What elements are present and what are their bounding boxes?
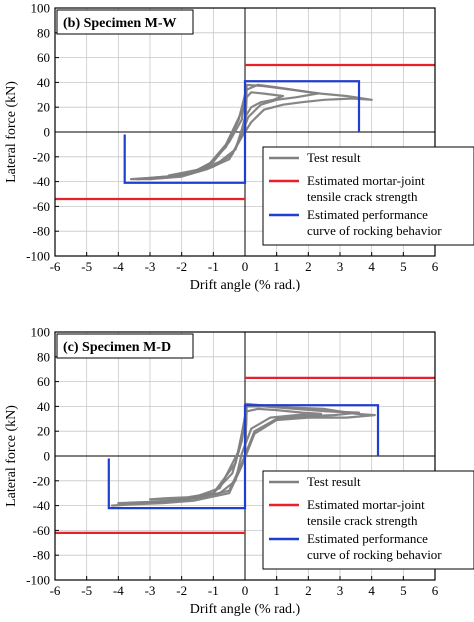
y-tick-label: 60 [37,50,50,65]
x-tick-label: 0 [242,259,249,274]
x-tick-label: -3 [145,583,156,598]
y-tick-label: -20 [33,473,50,488]
x-tick-label: 6 [432,583,439,598]
x-tick-label: 3 [337,583,344,598]
x-tick-label: -1 [208,259,219,274]
y-axis-title: Lateral force (kN) [4,405,19,507]
y-tick-label: -80 [33,224,50,239]
legend-entry-line: Estimated performance [307,531,428,546]
series-0 [129,83,373,181]
y-tick-label: 20 [37,424,50,439]
series-2 [107,404,380,510]
panel-title: (b) Specimen M-W [63,16,177,31]
x-tick-label: 4 [368,583,375,598]
x-tick-label: 2 [305,583,312,598]
legend-entry-1: Estimated mortar-joint tensile crack stre… [307,497,425,528]
x-tick-label: -5 [81,259,92,274]
y-axis-title: Lateral force (kN) [4,81,19,183]
x-tick-label: 5 [400,259,407,274]
panel-label-box [56,333,194,359]
legend-entry-line: tensile crack strength [307,189,418,204]
x-tick-label: -6 [50,259,61,274]
y-tick-label: -20 [33,149,50,164]
y-tick-label: 100 [31,325,51,340]
x-tick-label: -5 [81,583,92,598]
series-segment-0 [243,404,380,456]
y-tick-label: 80 [37,25,50,40]
y-tick-label: 40 [37,399,50,414]
y-tick-label: -100 [26,249,50,264]
legend-entry-line: Estimated performance [307,207,428,222]
legend-entry-line: Estimated mortar-joint [307,497,425,512]
legend-entry-0: Test result [307,474,361,489]
y-tick-label: -60 [33,523,50,538]
y-tick-label: -40 [33,498,50,513]
series-1 [55,63,435,201]
legend: Test result Estimated mortar-joint tensile… [262,146,474,246]
x-tick-label: 5 [400,583,407,598]
x-tick-label: -4 [113,259,124,274]
y-tick-label: 80 [37,349,50,364]
series-0 [110,402,376,507]
y-tick-label: 0 [44,449,51,464]
x-tick-label: 2 [305,259,312,274]
x-tick-label: 4 [368,259,375,274]
legend-entry-line: Test result [307,474,361,489]
x-axis-title: Drift angle (% rad.) [190,278,301,293]
panel-title: (c) Specimen M-D [63,340,171,355]
legend-entry-2: Estimated performance curve of rocking be… [307,207,442,238]
legend-entry-0: Test result [307,150,361,165]
x-tick-label: -2 [176,259,187,274]
y-tick-label: 20 [37,100,50,115]
y-tick-label: -80 [33,548,50,563]
legend-box [262,470,474,570]
legend-entry-1: Estimated mortar-joint tensile crack stre… [307,173,425,204]
x-tick-label: -2 [176,583,187,598]
series-2 [123,80,361,184]
x-tick-label: 6 [432,259,439,274]
x-axis-title: Drift angle (% rad.) [190,602,301,617]
legend-entry-line: Estimated mortar-joint [307,173,425,188]
x-tick-label: -1 [208,583,219,598]
x-tick-label: 1 [273,259,280,274]
x-tick-label: -6 [50,583,61,598]
series-1 [55,376,435,535]
x-tick-label: -3 [145,259,156,274]
legend-entry-line: Test result [307,150,361,165]
legend-entry-2: Estimated performance curve of rocking be… [307,531,442,562]
y-tick-label: -100 [26,573,50,588]
x-tick-label: 1 [273,583,280,598]
chart-panel-0: -6 -5 -4 -3 -2 -1 0 1 2 3 4 5 6 100 80 60 40 20 0 -20 -40 -60… [4,1,474,293]
x-tick-label: -4 [113,583,124,598]
legend-entry-line: tensile crack strength [307,513,418,528]
y-tick-label: 40 [37,75,50,90]
y-tick-label: -60 [33,199,50,214]
legend: Test result Estimated mortar-joint tensile… [262,470,474,570]
panel-label-box [56,9,194,35]
legend-box [262,146,474,246]
legend-entry-line: curve of rocking behavior [307,223,442,238]
series-segment-1 [123,132,247,184]
y-tick-label: 0 [44,125,51,140]
test-result-loop-2 [110,402,376,507]
chart-panel-1: -6 -5 -4 -3 -2 -1 0 1 2 3 4 5 6 100 80 60 40 20 0 -20 -40 -60… [4,325,474,617]
x-tick-label: 0 [242,583,249,598]
series-segment-0 [243,80,361,132]
legend-entry-line: curve of rocking behavior [307,547,442,562]
series-segment-1 [107,456,247,510]
y-tick-label: -40 [33,174,50,189]
test-result-loop-2 [129,83,373,181]
y-tick-label: 60 [37,374,50,389]
x-tick-label: 3 [337,259,344,274]
y-tick-label: 100 [31,1,51,16]
